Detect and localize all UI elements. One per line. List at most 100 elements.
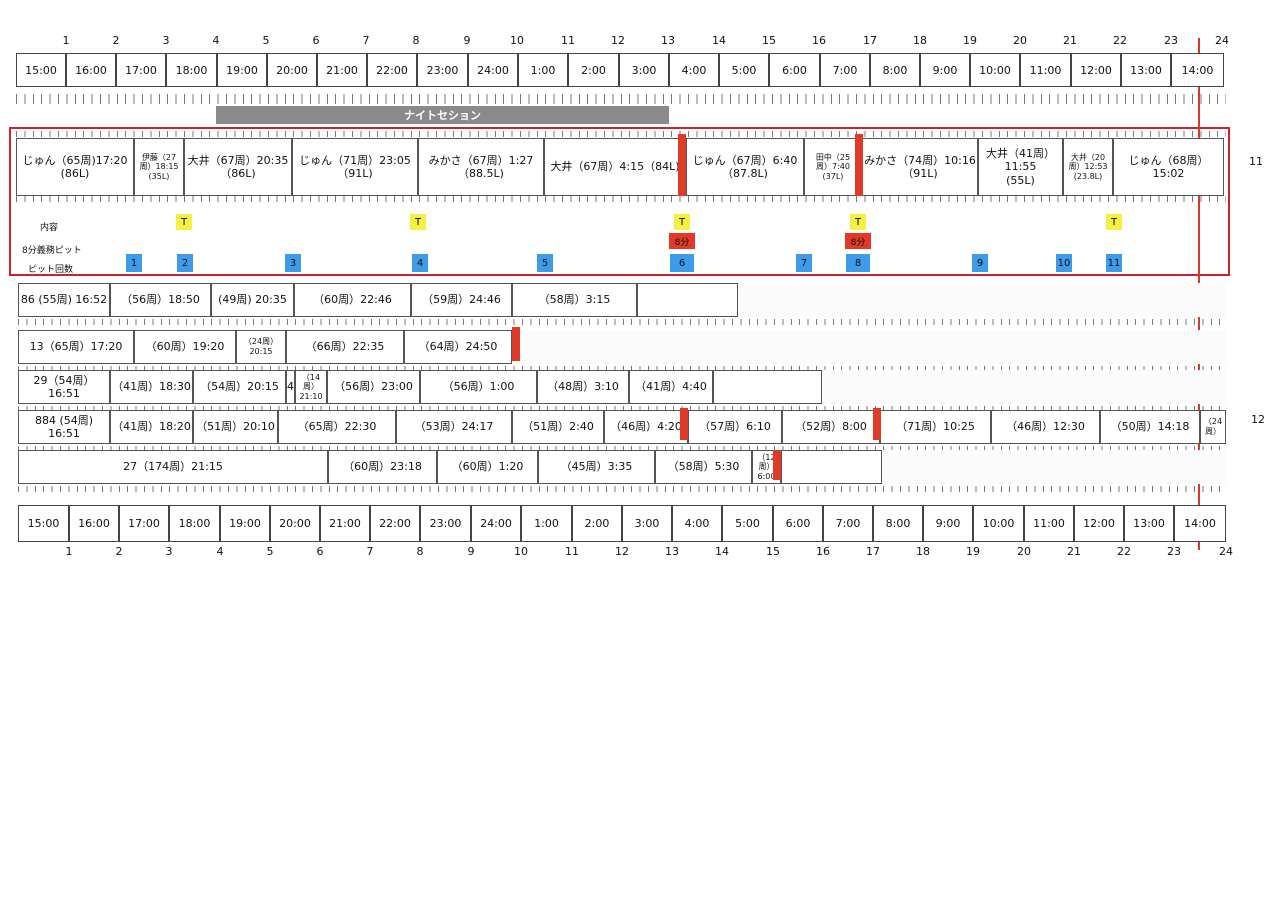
row-tick-strip xyxy=(18,366,1226,372)
pit-block xyxy=(873,408,881,440)
label-mandatory-pit: 8分義務ピット xyxy=(22,246,82,256)
clock-cell: 5:00 xyxy=(722,505,773,542)
stint-cell: 伊藤（27 周）18:15 (35L) xyxy=(134,138,184,196)
pit-count-marker: 5 xyxy=(537,254,553,272)
clock-cell: 4:00 xyxy=(672,505,722,542)
pit-count-marker: 7 xyxy=(796,254,812,272)
pit-block xyxy=(773,450,781,480)
row-tick-strip xyxy=(18,319,1226,325)
clock-cell: 23:00 xyxy=(417,53,468,87)
stint-cell: （48周）3:10 xyxy=(537,370,629,404)
hour-number: 5 xyxy=(266,545,274,558)
stint-cell: （46周）4:20 xyxy=(604,410,688,444)
clock-cell: 10:00 xyxy=(973,505,1024,542)
hour-number: 2 xyxy=(115,545,123,558)
stint-cell: 大井（67周）4:15（84L) xyxy=(544,138,686,196)
hour-number: 16 xyxy=(816,545,830,558)
mandatory-pit-marker: 8分 xyxy=(845,233,871,249)
hour-number: 6 xyxy=(316,545,324,558)
stint-cell: （56周）18:50 xyxy=(110,283,211,317)
stint-cell xyxy=(637,283,738,317)
tire-change-marker: T xyxy=(850,214,866,230)
tire-change-marker: T xyxy=(674,214,690,230)
hour-number: 13 xyxy=(661,34,675,47)
top-tick-strip xyxy=(16,94,1226,104)
night-session-bar: ナイトセション xyxy=(216,106,669,124)
clock-cell: 14:00 xyxy=(1171,53,1224,87)
pit-count-marker: 3 xyxy=(285,254,301,272)
hour-number: 18 xyxy=(916,545,930,558)
clock-cell: 3:00 xyxy=(619,53,669,87)
highlight-tick-top xyxy=(16,131,1226,137)
stint-cell: （65周）22:30 xyxy=(278,410,396,444)
stint-cell: 4 xyxy=(286,370,295,404)
clock-cell: 22:00 xyxy=(370,505,420,542)
tire-change-marker: T xyxy=(410,214,426,230)
clock-cell: 10:00 xyxy=(970,53,1020,87)
stint-cell: （14周） 21:10 xyxy=(295,370,327,404)
stint-cell xyxy=(713,370,822,404)
clock-cell: 19:00 xyxy=(217,53,267,87)
pit-block xyxy=(678,134,686,196)
clock-cell: 16:00 xyxy=(66,53,116,87)
hour-number: 8 xyxy=(412,34,420,47)
tire-change-marker: T xyxy=(176,214,192,230)
stint-cell: （60周）1:20 xyxy=(437,450,538,484)
clock-cell: 6:00 xyxy=(769,53,820,87)
hour-number: 19 xyxy=(966,545,980,558)
clock-cell: 20:00 xyxy=(267,53,317,87)
stint-cell xyxy=(781,450,882,484)
stint-cell: じゅん（67周）6:40（87.8L) xyxy=(686,138,804,196)
stint-cell: じゅん（71周）23:05（91L) xyxy=(292,138,418,196)
hour-number: 4 xyxy=(212,34,220,47)
stint-cell: （24周） 20:15 xyxy=(236,330,286,364)
hour-number: 20 xyxy=(1013,34,1027,47)
clock-cell: 21:00 xyxy=(317,53,367,87)
stint-cell: 大井（20 周）12:53 (23.8L) xyxy=(1063,138,1113,196)
hour-number: 11 xyxy=(565,545,579,558)
pit-count-marker: 11 xyxy=(1106,254,1122,272)
hour-number: 20 xyxy=(1017,545,1031,558)
stint-cell: 大井（67周）20:35（86L) xyxy=(184,138,292,196)
hour-number: 24 xyxy=(1215,34,1229,47)
hour-number: 13 xyxy=(665,545,679,558)
clock-cell: 6:00 xyxy=(773,505,823,542)
hour-number: 14 xyxy=(715,545,729,558)
stint-cell: （60周）19:20 xyxy=(134,330,236,364)
clock-cell: 24:00 xyxy=(468,53,518,87)
clock-cell: 1:00 xyxy=(521,505,572,542)
clock-cell: 17:00 xyxy=(119,505,169,542)
clock-cell: 16:00 xyxy=(69,505,119,542)
stint-cell: みかさ（74周）10:16（91L) xyxy=(862,138,978,196)
clock-cell: 2:00 xyxy=(568,53,619,87)
stint-cell: 86 (55周) 16:52 xyxy=(18,283,110,317)
stint-cell: （66周）22:35 xyxy=(286,330,404,364)
row-tick-strip xyxy=(18,406,1226,412)
stint-cell: （45周）3:35 xyxy=(538,450,655,484)
pit-block xyxy=(855,134,863,196)
clock-cell: 22:00 xyxy=(367,53,417,87)
stint-cell: 13（65周）17:20 xyxy=(18,330,134,364)
clock-cell: 11:00 xyxy=(1020,53,1071,87)
highlight-side-number: 11 xyxy=(1249,155,1263,168)
hour-number: 12 xyxy=(615,545,629,558)
stint-cell: （24 周） xyxy=(1200,410,1226,444)
stint-cell: じゅん（65周)17:20 (86L) xyxy=(16,138,134,196)
clock-cell: 24:00 xyxy=(471,505,521,542)
stint-cell: （64周）24:50 xyxy=(404,330,512,364)
stint-cell: （51周）20:10 xyxy=(193,410,278,444)
hour-number: 6 xyxy=(312,34,320,47)
clock-cell: 17:00 xyxy=(116,53,166,87)
hour-number: 18 xyxy=(913,34,927,47)
hour-number: 12 xyxy=(611,34,625,47)
hour-number: 11 xyxy=(561,34,575,47)
highlight-tick-bottom xyxy=(16,196,1226,202)
hour-number: 23 xyxy=(1167,545,1181,558)
row-tick-strip xyxy=(18,446,1226,452)
stint-cell: （58周）3:15 xyxy=(512,283,637,317)
clock-cell: 5:00 xyxy=(719,53,769,87)
hour-number: 22 xyxy=(1117,545,1131,558)
hour-number: 2 xyxy=(112,34,120,47)
stint-cell: （56周）23:00 xyxy=(327,370,420,404)
stint-cell: 29（54周）16:51 xyxy=(18,370,110,404)
